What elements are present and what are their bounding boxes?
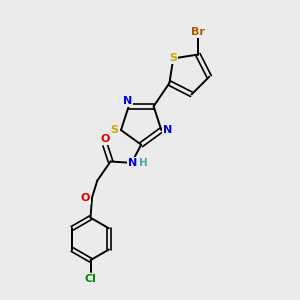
Text: N: N: [163, 125, 172, 135]
Text: Cl: Cl: [85, 274, 97, 284]
Text: S: S: [110, 125, 118, 135]
Text: O: O: [100, 134, 110, 144]
Text: O: O: [81, 193, 90, 203]
Text: Br: Br: [191, 27, 205, 37]
Text: H: H: [139, 158, 147, 168]
Text: S: S: [169, 53, 177, 64]
Text: N: N: [123, 96, 132, 106]
Text: N: N: [128, 158, 137, 168]
